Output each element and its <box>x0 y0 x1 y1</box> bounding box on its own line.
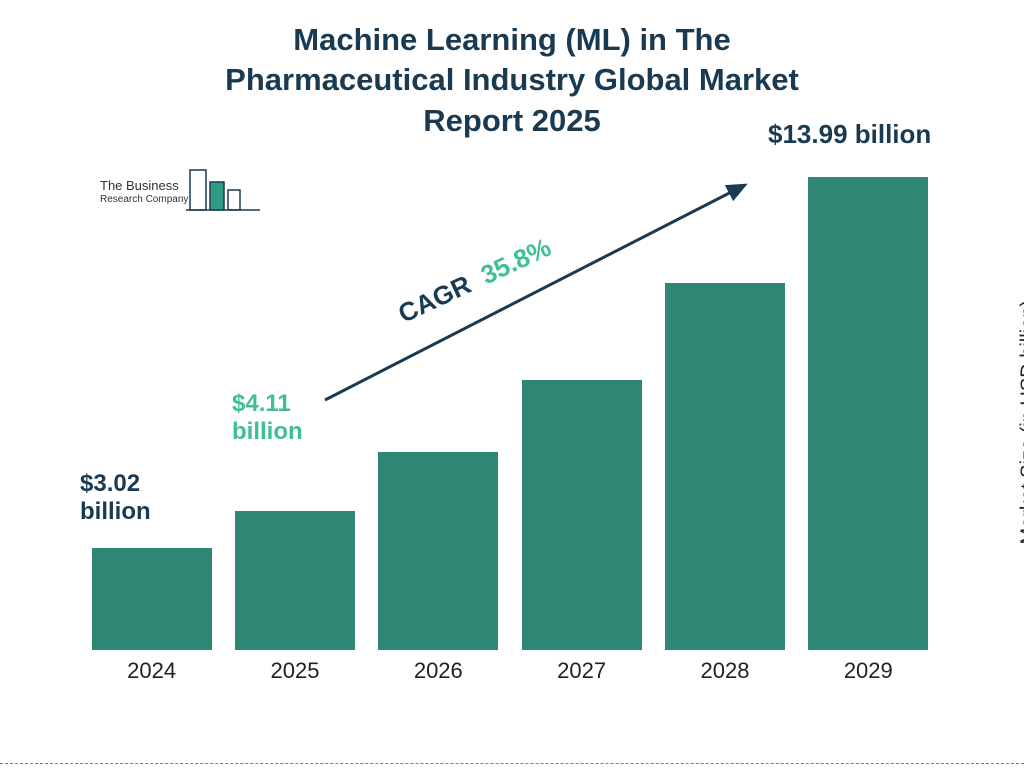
x-axis-label: 2025 <box>235 658 355 684</box>
x-axis-label: 2028 <box>665 658 785 684</box>
bar <box>378 452 498 650</box>
bars-row: 202420252026202720282029 <box>80 160 940 650</box>
bottom-divider <box>0 763 1024 764</box>
bar <box>235 511 355 650</box>
bar <box>522 380 642 650</box>
x-axis-label: 2029 <box>808 658 928 684</box>
value-label: $4.11billion <box>232 390 303 445</box>
title-line-2: Pharmaceutical Industry Global Market <box>225 62 799 97</box>
chart-area: 202420252026202720282029 <box>80 160 940 690</box>
x-axis-label: 2026 <box>378 658 498 684</box>
value-label: $13.99 billion <box>768 120 931 150</box>
x-axis-label: 2027 <box>522 658 642 684</box>
chart-container: Machine Learning (ML) in The Pharmaceuti… <box>0 0 1024 768</box>
title-line-1: Machine Learning (ML) in The <box>293 22 730 57</box>
bar <box>92 548 212 650</box>
value-label: $3.02billion <box>80 470 151 525</box>
title-line-3: Report 2025 <box>423 103 600 138</box>
x-axis-label: 2024 <box>92 658 212 684</box>
bar <box>665 283 785 650</box>
bar <box>808 177 928 650</box>
bar-wrap: 2024 <box>92 160 212 650</box>
bar-wrap: 2026 <box>378 160 498 650</box>
y-axis-label: Market Size (in USD billion) <box>1018 300 1024 545</box>
bar-wrap: 2029 <box>808 160 928 650</box>
bar-wrap: 2028 <box>665 160 785 650</box>
